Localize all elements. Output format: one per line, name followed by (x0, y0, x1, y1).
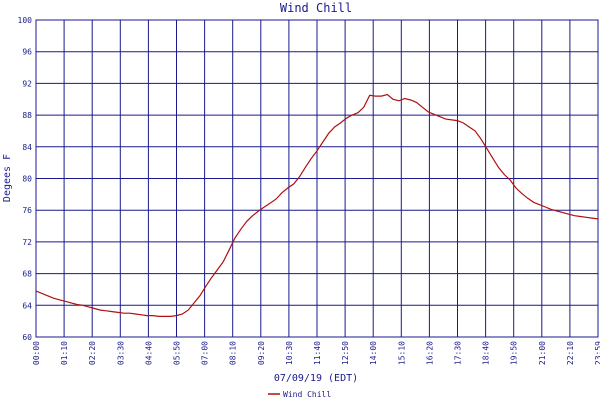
x-tick-label: 03:30 (116, 341, 125, 365)
x-tick-label: 09:20 (257, 341, 266, 365)
x-tick-label: 04:40 (144, 341, 153, 365)
x-tick-label: 15:10 (397, 341, 406, 365)
x-tick-label: 21:00 (538, 341, 547, 365)
y-tick-label: 60 (22, 333, 32, 342)
x-tick-label: 19:50 (510, 341, 519, 365)
y-tick-label: 84 (22, 143, 32, 152)
x-tick-label: 10:30 (285, 341, 294, 365)
plot-frame (35, 19, 599, 338)
x-axis-label: 07/09/19 (EDT) (274, 373, 358, 384)
y-tick-label: 100 (18, 16, 33, 25)
y-tick-label: 92 (22, 79, 32, 88)
x-tick-label: 08:10 (229, 341, 238, 365)
x-tick-label: 02:20 (88, 341, 97, 365)
y-tick-label: 80 (22, 175, 32, 184)
grid-lines (35, 19, 599, 338)
y-tick-label: 72 (22, 238, 32, 247)
x-tick-label: 14:00 (369, 341, 378, 365)
x-tick-label: 11:40 (313, 341, 322, 365)
x-tick-label: 12:50 (341, 341, 350, 365)
x-tick-label: 18:40 (482, 341, 491, 365)
x-tick-label: 01:10 (60, 341, 69, 365)
x-tick-label: 23:59 (594, 341, 600, 365)
x-tick-label: 00:00 (32, 341, 41, 365)
wind-chill-line (35, 93, 599, 317)
x-tick-label: 16:20 (425, 341, 434, 365)
chart-title: Wind Chill (280, 1, 352, 15)
x-tick-label: 22:10 (566, 341, 575, 365)
y-tick-label: 76 (22, 206, 32, 215)
x-tick-label: 17:30 (454, 341, 463, 365)
y-tick-label: 64 (22, 301, 32, 310)
y-tick-label: 68 (22, 270, 32, 279)
y-tick-label: 96 (22, 48, 32, 57)
y-axis-label: Degees F (2, 154, 13, 202)
legend: Wind Chill (268, 390, 331, 399)
legend-label-wind-chill: Wind Chill (283, 390, 331, 399)
y-tick-label: 88 (22, 111, 32, 120)
y-tick-labels: 60 64 68 72 76 80 84 88 92 96 100 (18, 16, 33, 342)
x-tick-labels: 00:00 01:10 02:20 03:30 04:40 05:50 07:00 08:10… (32, 341, 600, 365)
x-tick-label: 05:50 (173, 341, 182, 365)
x-tick-label: 07:00 (201, 341, 210, 365)
